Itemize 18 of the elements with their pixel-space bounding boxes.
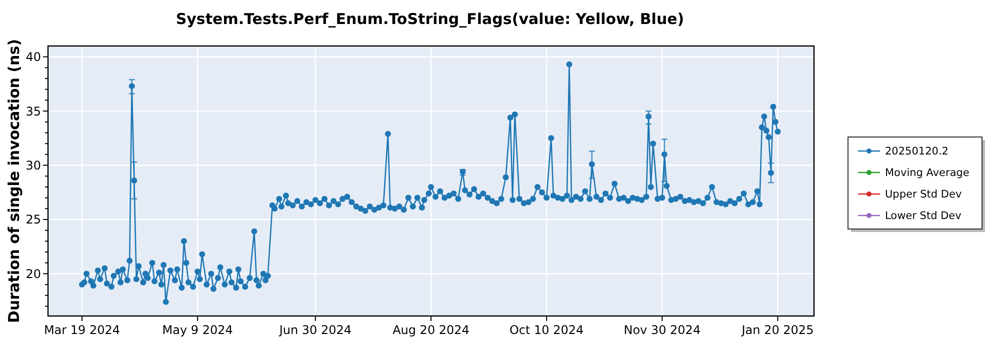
- y-axis-title: Duration of single invocation (ns): [5, 39, 23, 323]
- y-tick-label: 30: [26, 158, 41, 172]
- legend-label: Lower Std Dev: [885, 210, 962, 222]
- x-tick-label: Oct 10 2024: [509, 323, 584, 337]
- legend-label: 20250120.2: [885, 146, 948, 158]
- y-tick-label: 40: [26, 50, 41, 64]
- legend-label: Moving Average: [885, 167, 970, 180]
- x-tick-label: Nov 30 2024: [624, 323, 701, 337]
- chart-title: System.Tests.Perf_Enum.ToString_Flags(value: Yellow, Blue): [176, 10, 684, 28]
- y-tick-label: 35: [26, 104, 41, 118]
- y-tick-label: 25: [26, 212, 41, 227]
- x-tick-label: May 9 2024: [162, 323, 233, 337]
- legend-label: Upper Std Dev: [885, 188, 962, 201]
- x-tick-label: Mar 19 2024: [44, 323, 120, 337]
- x-tick-label: Aug 20 2024: [392, 323, 470, 337]
- x-tick-label: Jan 20 2025: [740, 323, 814, 337]
- x-tick-label: Jun 30 2024: [278, 323, 352, 337]
- y-tick-label: 20: [26, 266, 41, 281]
